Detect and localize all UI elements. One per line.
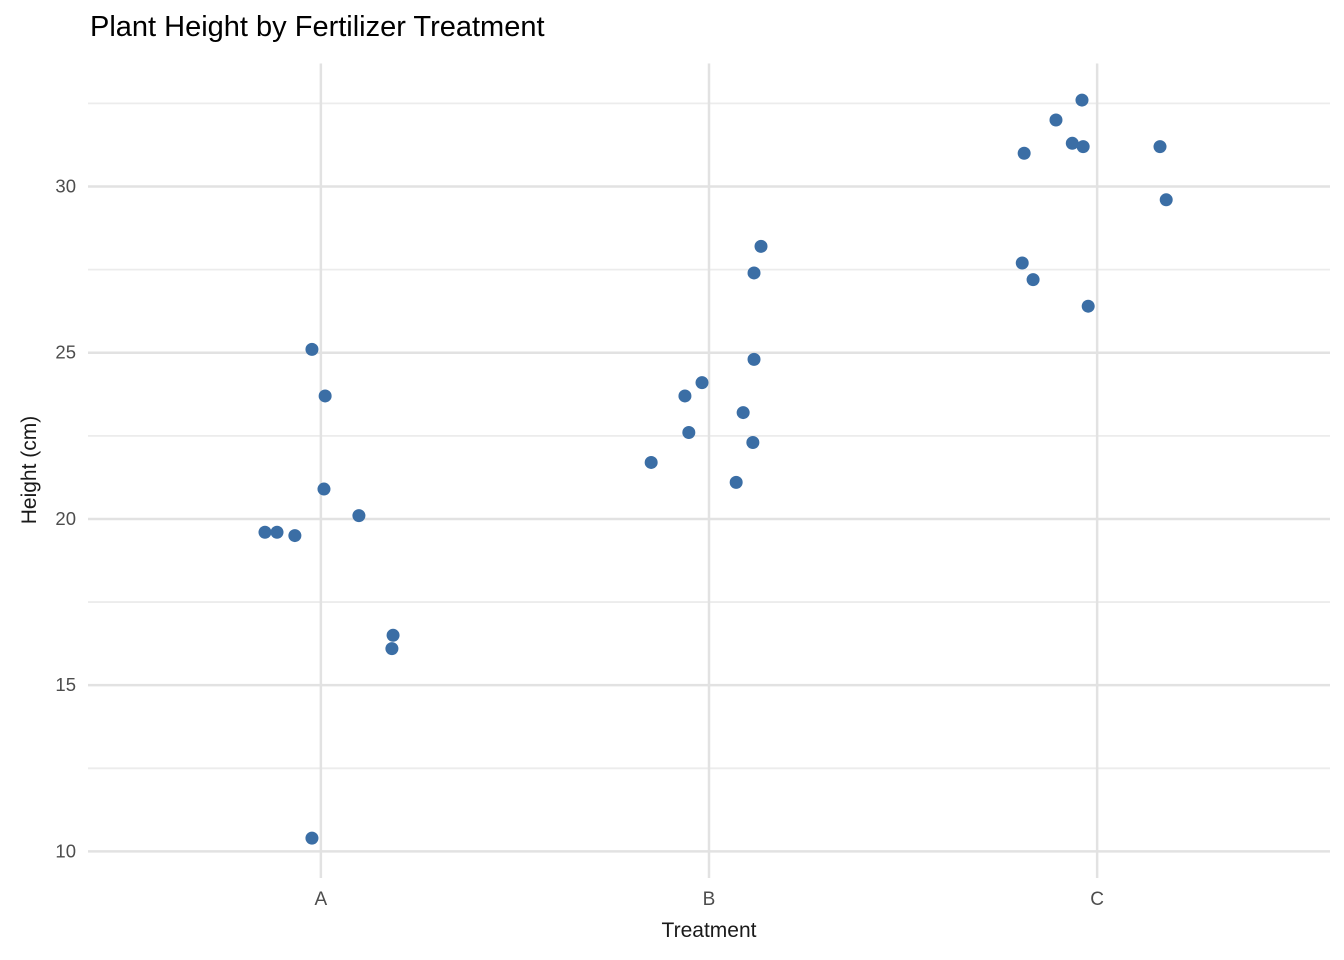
y-tick-label: 30: [55, 176, 76, 197]
data-point: [1081, 299, 1095, 313]
data-point: [258, 525, 272, 539]
x-axis-title: Treatment: [661, 919, 757, 942]
data-point: [305, 831, 319, 845]
data-point: [386, 628, 400, 642]
data-point: [318, 389, 332, 403]
data-point: [729, 475, 743, 489]
data-point: [385, 642, 399, 656]
data-point: [1015, 256, 1029, 270]
data-point: [1049, 113, 1063, 127]
data-point: [746, 435, 760, 449]
y-axis-title: Height (cm): [18, 415, 41, 525]
y-tick-label: 25: [55, 342, 76, 363]
x-tick-label: A: [315, 889, 328, 910]
y-tick-label: 15: [55, 674, 76, 695]
y-tick-label: 20: [55, 508, 76, 529]
data-point: [270, 525, 284, 539]
y-tick-label: 10: [55, 840, 76, 861]
data-point: [1076, 140, 1090, 154]
data-point: [1026, 273, 1040, 287]
data-point: [736, 406, 750, 420]
data-point: [682, 426, 696, 440]
data-point: [695, 376, 709, 390]
data-point: [754, 239, 768, 253]
x-tick-label: B: [703, 889, 716, 910]
data-point: [678, 389, 692, 403]
data-point: [317, 482, 331, 496]
chart-title: Plant Height by Fertilizer Treatment: [90, 11, 545, 43]
data-point: [1075, 93, 1089, 107]
data-point: [644, 455, 658, 469]
data-point: [747, 352, 761, 366]
data-point: [305, 342, 319, 356]
data-point: [1017, 146, 1031, 160]
data-point: [747, 266, 761, 280]
data-point: [1159, 193, 1173, 207]
data-point: [1153, 140, 1167, 154]
data-point: [1065, 136, 1079, 150]
data-point: [352, 509, 366, 523]
x-tick-label: C: [1090, 889, 1104, 910]
data-point: [288, 529, 302, 543]
